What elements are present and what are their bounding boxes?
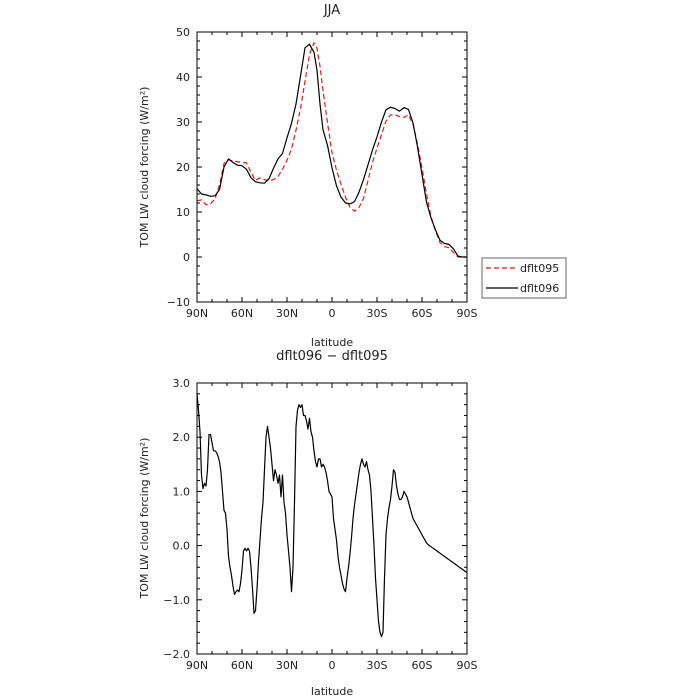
top-y-tick-label: 50 — [176, 26, 190, 39]
bottom-x-tick-label: 0 — [329, 659, 336, 672]
top-x-tick-label: 90S — [457, 307, 478, 320]
top-x-tick-label: 60S — [412, 307, 433, 320]
top-x-axis-label: latitude — [311, 336, 353, 349]
bottom-y-tick-label: 0.0 — [173, 540, 191, 553]
bottom-y-tick-label: 3.0 — [173, 377, 191, 390]
legend: dflt095 dflt096 — [481, 257, 567, 299]
top-series — [196, 42, 467, 258]
top-series-line-dflt096 — [196, 43, 467, 258]
bottom-y-tick-label: −2.0 — [163, 648, 190, 661]
legend-label-dflt095: dflt095 — [520, 262, 559, 275]
top-x-tick-label: 0 — [329, 307, 336, 320]
bottom-x-tick-label: 30S — [367, 659, 388, 672]
top-x-tick-label: 30N — [276, 307, 298, 320]
top-y-axis-label: TOM LW cloud forcing (W/m²) — [138, 87, 151, 249]
bottom-plot-frame — [196, 382, 468, 655]
bottom-y-tick-label: 2.0 — [173, 431, 191, 444]
bottom-x-tick-label: 90N — [186, 659, 208, 672]
bottom-ticks: 90N 60N 30N 0 30S 60S 90S −2.0 −1.0 0.0 1.0 2.0 3.0 — [163, 377, 477, 672]
bottom-x-tick-label: 60S — [412, 659, 433, 672]
top-chart-title: JJA — [323, 3, 340, 18]
top-y-tick-label: 20 — [176, 161, 190, 174]
top-y-tick-label: 0 — [183, 251, 190, 264]
bottom-series — [196, 393, 468, 638]
top-y-tick-label: 30 — [176, 116, 190, 129]
legend-box — [481, 257, 567, 299]
bottom-x-axis-label: latitude — [311, 685, 353, 698]
legend-label-dflt096: dflt096 — [520, 282, 559, 295]
bottom-panel: dflt096 − dflt095 latitude TOM LW cloud … — [138, 349, 478, 698]
top-panel: JJA latitude TOM LW cloud forcing (W/m²)… — [138, 3, 567, 349]
top-x-tick-label: 90N — [186, 307, 208, 320]
top-x-tick-label: 60N — [231, 307, 253, 320]
top-plot-frame — [196, 31, 468, 303]
top-series-line-dflt095 — [196, 42, 467, 258]
bottom-x-tick-label: 90S — [457, 659, 478, 672]
bottom-x-tick-label: 60N — [231, 659, 253, 672]
bottom-y-tick-label: −1.0 — [163, 594, 190, 607]
top-y-tick-label: −10 — [167, 296, 190, 309]
bottom-x-tick-label: 30N — [276, 659, 298, 672]
bottom-series-line-difference — [196, 393, 468, 638]
bottom-y-tick-label: 1.0 — [173, 485, 191, 498]
bottom-chart-title: dflt096 − dflt095 — [276, 349, 388, 364]
top-y-tick-label: 10 — [176, 206, 190, 219]
top-y-tick-label: 40 — [176, 71, 190, 84]
top-ticks: 90N 60N 30N 0 30S 60S 90S −10 0 10 20 30 40 50 — [167, 26, 478, 320]
bottom-y-axis-label: TOM LW cloud forcing (W/m²) — [138, 438, 151, 600]
top-x-tick-label: 30S — [367, 307, 388, 320]
